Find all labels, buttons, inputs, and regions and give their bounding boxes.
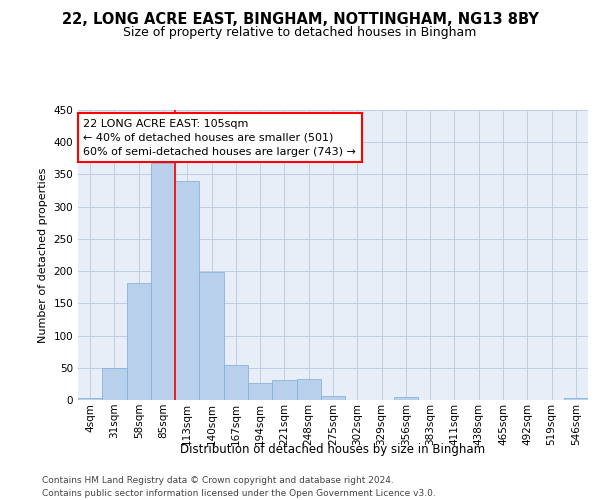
- Bar: [199, 272, 224, 400]
- Bar: [151, 163, 175, 400]
- Bar: [248, 383, 272, 400]
- Bar: [127, 282, 151, 400]
- Text: 22, LONG ACRE EAST, BINGHAM, NOTTINGHAM, NG13 8BY: 22, LONG ACRE EAST, BINGHAM, NOTTINGHAM,…: [62, 12, 538, 28]
- Y-axis label: Number of detached properties: Number of detached properties: [38, 168, 48, 342]
- Text: Contains HM Land Registry data © Crown copyright and database right 2024.
Contai: Contains HM Land Registry data © Crown c…: [42, 476, 436, 498]
- Bar: [175, 181, 199, 400]
- Text: Distribution of detached houses by size in Bingham: Distribution of detached houses by size …: [181, 442, 485, 456]
- Bar: [564, 398, 588, 400]
- Bar: [78, 398, 102, 400]
- Bar: [321, 396, 345, 400]
- Bar: [394, 398, 418, 400]
- Text: 22 LONG ACRE EAST: 105sqm
← 40% of detached houses are smaller (501)
60% of semi: 22 LONG ACRE EAST: 105sqm ← 40% of detac…: [83, 118, 356, 156]
- Bar: [224, 365, 248, 400]
- Text: Size of property relative to detached houses in Bingham: Size of property relative to detached ho…: [124, 26, 476, 39]
- Bar: [296, 380, 321, 400]
- Bar: [102, 368, 127, 400]
- Bar: [272, 380, 296, 400]
